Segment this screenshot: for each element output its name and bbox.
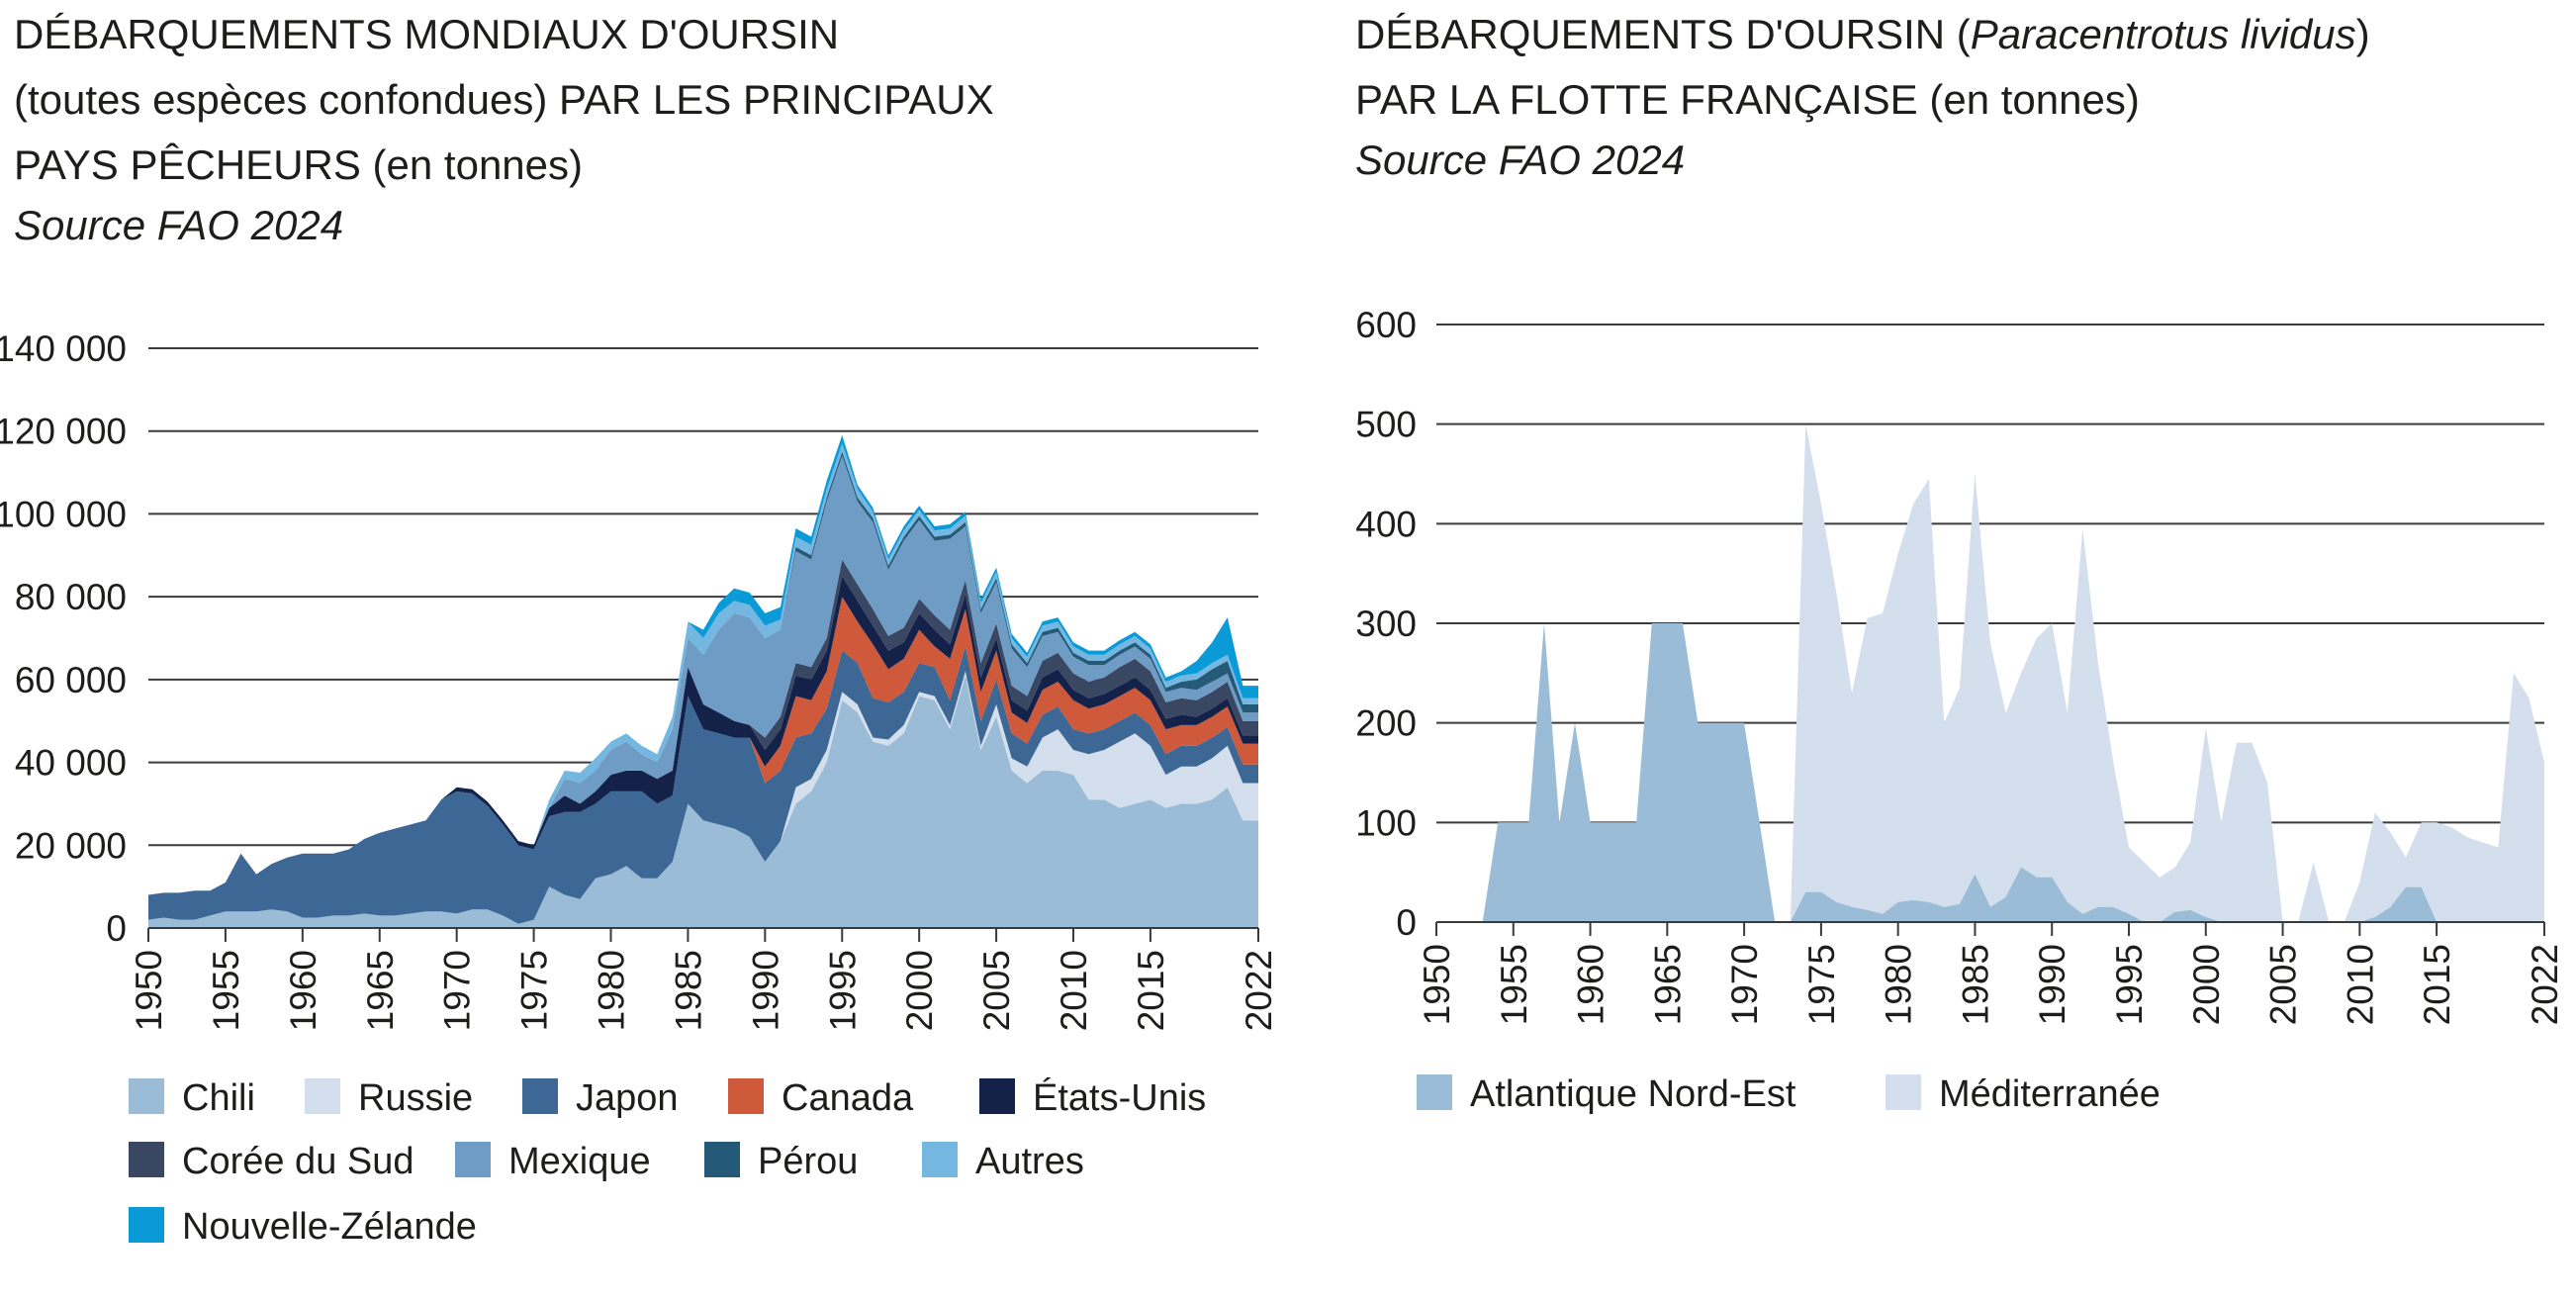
left-legend-swatch-autres — [922, 1142, 958, 1177]
left-legend-swatch-coree-du-sud — [129, 1142, 164, 1177]
left-x-tick-label: 1975 — [514, 950, 555, 1031]
left-legend-label-autres: Autres — [975, 1141, 1084, 1182]
right-legend-swatch-mediterranee — [1886, 1074, 1921, 1110]
left-chart-source: Source FAO 2024 — [14, 202, 344, 248]
left-x-tick-label: 1980 — [592, 950, 632, 1031]
left-y-tick-label: 0 — [106, 908, 127, 949]
right-x-tick-label: 2000 — [2186, 944, 2227, 1025]
right-x-tick-label: 1960 — [1571, 944, 1611, 1025]
left-x-tick-label: 1965 — [360, 950, 401, 1031]
left-x-tick-label: 1970 — [437, 950, 478, 1031]
right-x-tick-label: 1970 — [1724, 944, 1765, 1025]
right-area-atlantique-nord-est — [1436, 623, 2544, 922]
right-legend-label-mediterranee: Méditerranée — [1939, 1073, 2161, 1115]
right-area-chart: 0 100 200 300 400 500 600 1950 1955 1960 1965 1970 1… — [1355, 305, 2565, 1115]
left-legend-label-canada: Canada — [782, 1077, 914, 1119]
right-title-line-2: PAR LA FLOTTE FRANÇAISE (en tonnes) — [1355, 76, 2140, 123]
right-legend-swatch-atlantique-nord-est — [1417, 1074, 1452, 1110]
left-title-line-2: (toutes espèces confondues) PAR LES PRIN… — [14, 76, 994, 123]
left-stacked-area-chart: 0 20 000 40 000 60 000 80 000 100 000 120 000 1… — [0, 328, 1279, 1248]
left-y-tick-label: 140 000 — [0, 328, 127, 369]
right-x-tick-label: 2005 — [2263, 944, 2304, 1025]
left-x-tick-label: 1985 — [668, 950, 708, 1031]
left-legend-label-chili: Chili — [182, 1077, 255, 1119]
left-y-tick-label: 20 000 — [15, 825, 127, 866]
left-legend-label-mexique: Mexique — [508, 1141, 651, 1182]
left-legend-label-russie: Russie — [358, 1077, 473, 1119]
left-legend-swatch-chili — [129, 1078, 164, 1114]
left-legend-label-coree-du-sud: Corée du Sud — [182, 1141, 414, 1182]
left-y-tick-label: 40 000 — [15, 743, 127, 784]
right-y-tick-label: 300 — [1355, 604, 1417, 644]
left-x-tick-label: 1960 — [283, 950, 323, 1031]
right-area-mediterranee — [1436, 423, 2544, 922]
left-x-tick-label: 2010 — [1054, 950, 1094, 1031]
left-legend-label-nouvelle-zelande: Nouvelle-Zélande — [182, 1206, 477, 1248]
left-x-tick-label: 1990 — [745, 950, 785, 1031]
left-legend-swatch-russie — [305, 1078, 340, 1114]
left-title-line-3: PAYS PÊCHEURS (en tonnes) — [14, 141, 584, 188]
right-x-tick-label: 1990 — [2032, 944, 2072, 1025]
left-area-japon — [148, 646, 1258, 924]
right-x-tick-label: 2022 — [2525, 944, 2565, 1025]
left-legend-swatch-nouvelle-zelande — [129, 1207, 164, 1243]
right-y-tick-label: 100 — [1355, 802, 1417, 843]
right-chart-title: DÉBARQUEMENTS D'OURSIN (Paracentrotus li… — [1355, 2, 2370, 133]
left-legend-swatch-perou — [704, 1142, 740, 1177]
left-y-tick-label: 100 000 — [0, 494, 127, 534]
left-legend-label-perou: Pérou — [758, 1141, 858, 1182]
right-chart-source: Source FAO 2024 — [1355, 137, 1686, 183]
right-x-tick-label: 1995 — [2109, 944, 2150, 1025]
right-y-tick-label: 200 — [1355, 703, 1417, 744]
left-legend-label-japon: Japon — [576, 1077, 679, 1119]
left-legend-label-etats-unis: États-Unis — [1033, 1076, 1206, 1119]
right-y-tick-label: 400 — [1355, 504, 1417, 544]
left-x-tick-label: 1955 — [206, 950, 246, 1031]
right-x-tick-label: 1965 — [1647, 944, 1688, 1025]
left-area-chili — [148, 675, 1258, 928]
left-title-line-1: DÉBARQUEMENTS MONDIAUX D'OURSIN — [14, 11, 840, 57]
right-x-tick-label: 1975 — [1801, 944, 1842, 1025]
right-title-line-1: DÉBARQUEMENTS D'OURSIN (Paracentrotus li… — [1355, 11, 2370, 57]
left-chart-title: DÉBARQUEMENTS MONDIAUX D'OURSIN (toutes … — [14, 2, 994, 198]
left-y-tick-label: 80 000 — [15, 577, 127, 617]
right-x-tick-label: 1950 — [1417, 944, 1457, 1025]
left-y-tick-label: 120 000 — [0, 412, 127, 452]
left-x-tick-label: 1995 — [822, 950, 863, 1031]
left-area-mexique — [148, 455, 1258, 895]
left-x-tick-label: 2015 — [1131, 950, 1171, 1031]
right-x-tick-label: 2015 — [2417, 944, 2457, 1025]
left-legend-swatch-canada — [728, 1078, 764, 1114]
left-x-tick-label: 1950 — [129, 950, 169, 1031]
right-y-tick-label: 0 — [1396, 902, 1417, 943]
right-x-tick-label: 2010 — [2340, 944, 2380, 1025]
left-x-tick-label: 2005 — [976, 950, 1017, 1031]
right-x-tick-label: 1980 — [1879, 944, 1919, 1025]
left-x-tick-label: 2022 — [1239, 950, 1279, 1031]
right-legend-label-atlantique-nord-est: Atlantique Nord-Est — [1470, 1073, 1796, 1115]
left-legend-swatch-etats-unis — [979, 1078, 1015, 1114]
right-x-tick-label: 1955 — [1494, 944, 1534, 1025]
right-x-tick-label: 1985 — [1955, 944, 1995, 1025]
left-x-tick-label: 2000 — [899, 950, 940, 1031]
left-y-tick-label: 60 000 — [15, 660, 127, 700]
left-legend-swatch-mexique — [455, 1142, 491, 1177]
right-y-tick-label: 600 — [1355, 305, 1417, 345]
right-y-tick-label: 500 — [1355, 405, 1417, 445]
left-legend-swatch-japon — [522, 1078, 558, 1114]
